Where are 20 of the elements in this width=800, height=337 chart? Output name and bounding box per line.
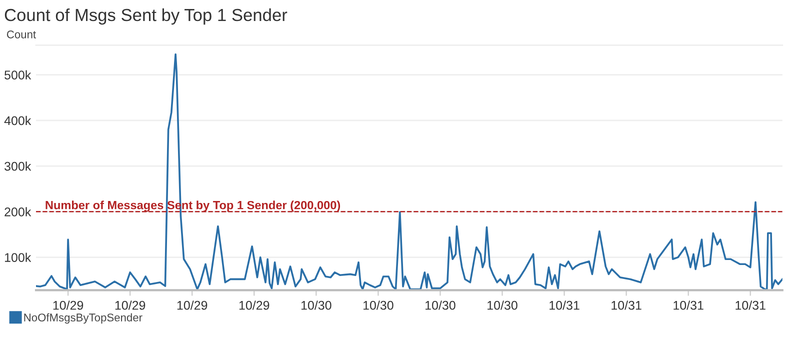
x-tick-label: 10/29 (53, 300, 84, 310)
y-tick-label: 500k (4, 70, 32, 80)
x-tick-label: 10/31 (736, 300, 766, 310)
y-tick-label: 400k (4, 116, 32, 126)
x-tick-label: 10/31 (674, 300, 704, 310)
x-tick-label: 10/31 (612, 300, 642, 310)
legend-label: NoOfMsgsByTopSender (24, 313, 142, 324)
x-tick-label: 10/29 (115, 300, 146, 310)
x-tick-label: 10/31 (550, 300, 580, 310)
y-tick-label: 200k (4, 207, 32, 216)
y-axis-title: Count (6, 30, 36, 38)
x-tick-label: 10/30 (426, 300, 456, 310)
chart-title: Count of Msgs Sent by Top 1 Sender (4, 8, 288, 25)
y-tick-label: 300k (4, 162, 32, 171)
x-tick-label: 10/29 (177, 300, 208, 310)
y-tick-label: 100k (4, 252, 32, 262)
x-tick-label: 10/30 (301, 300, 332, 310)
x-tick-label: 10/30 (364, 300, 394, 310)
x-tick-label: 10/30 (488, 300, 518, 310)
x-tick-label: 10/29 (239, 300, 270, 310)
